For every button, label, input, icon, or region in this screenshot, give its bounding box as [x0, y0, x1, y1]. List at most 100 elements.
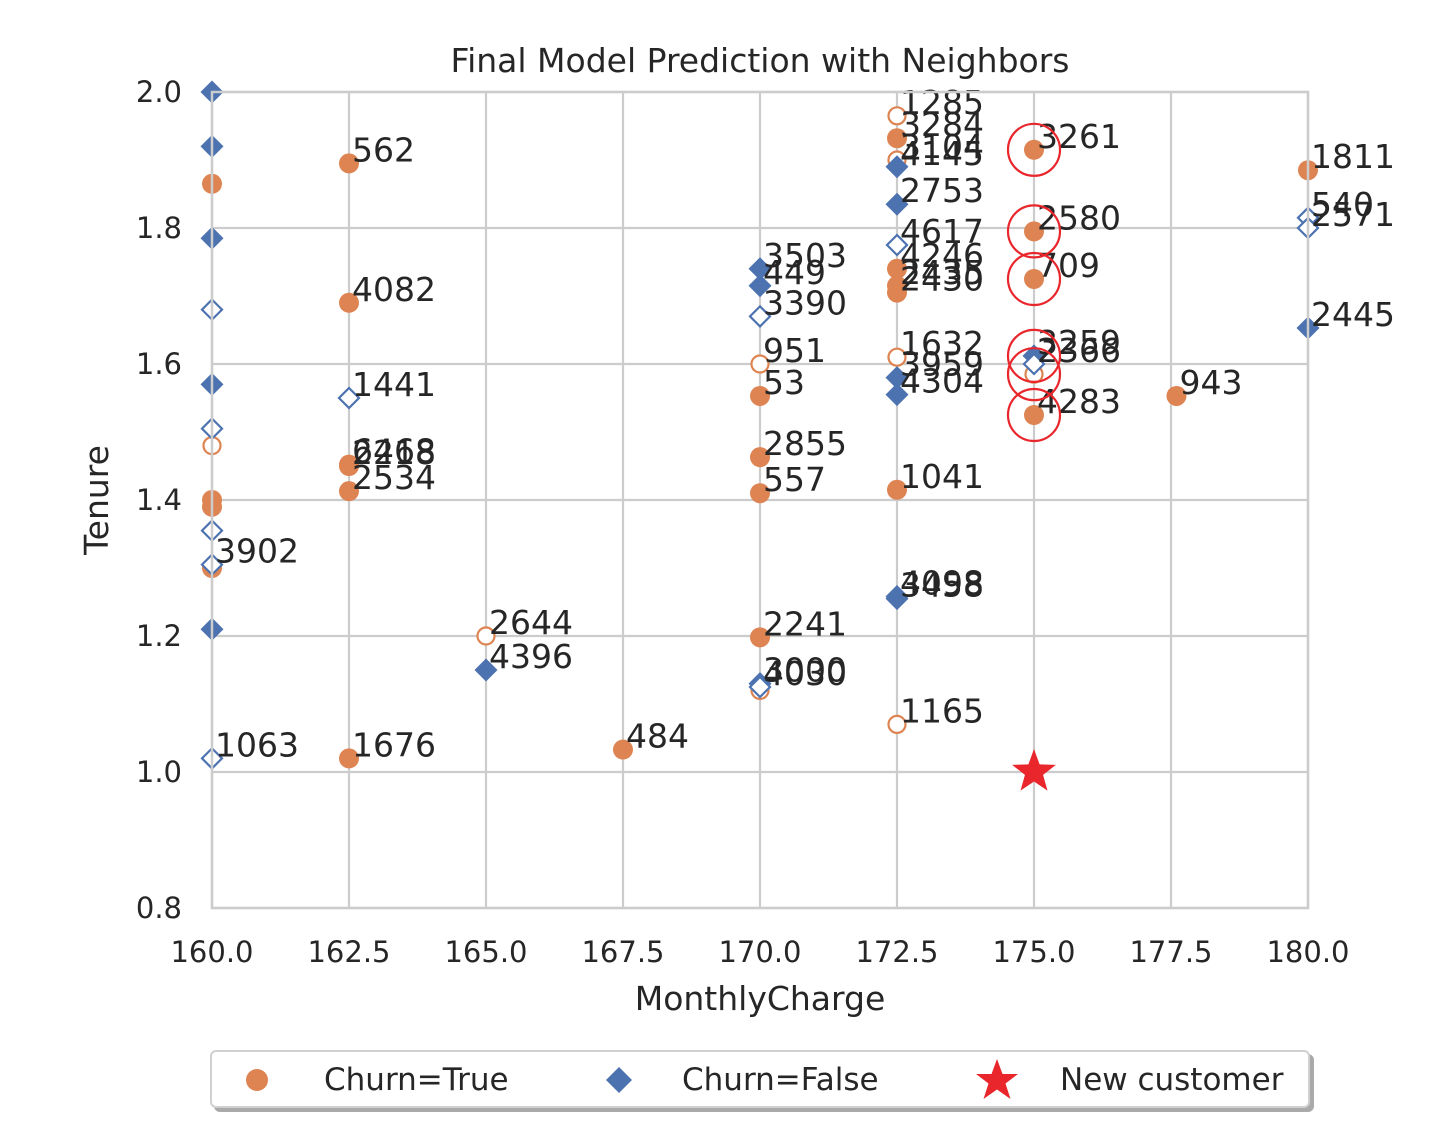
legend-label-new-customer: New customer	[1060, 1062, 1284, 1098]
point-label: 4030	[763, 654, 847, 693]
point-label: 4283	[1037, 382, 1121, 421]
y-tick-label: 0.8	[136, 891, 182, 925]
x-axis-label: MonthlyCharge	[635, 979, 886, 1018]
point-label: 1441	[352, 365, 436, 404]
point-label: 4082	[352, 270, 436, 309]
point-label: 4145	[900, 134, 984, 173]
point-label: 2855	[763, 424, 847, 463]
churn-true-point	[750, 447, 770, 468]
point-label: 1063	[215, 725, 299, 764]
churn-true-point	[1024, 405, 1044, 425]
churn-false-point	[885, 155, 909, 179]
churn-true-point	[1024, 139, 1044, 160]
x-tick-label: 165.0	[444, 935, 527, 969]
churn-true-point	[887, 479, 907, 500]
point-label: 540	[1311, 185, 1374, 224]
point-label: 3104	[900, 127, 984, 166]
churn-false-point	[885, 383, 909, 407]
point-label: 2753	[900, 171, 984, 210]
point-label: 1285	[900, 83, 984, 122]
y-tick-label: 1.6	[136, 347, 182, 381]
churn-true-point	[887, 714, 907, 735]
churn-true-point	[750, 483, 770, 504]
churn-true-point	[887, 347, 907, 367]
legend-item-churn-false: Churn=False	[604, 1060, 879, 1100]
circle-marker-icon	[246, 1069, 268, 1091]
point-label: 1811	[1311, 137, 1395, 176]
point-label: 53	[763, 363, 805, 402]
scatter-chart: Final Model Prediction with Neighbors 16…	[77, 41, 1395, 1018]
point-label: 449	[763, 253, 826, 292]
point-label: 951	[763, 331, 826, 370]
churn-false-point	[885, 192, 909, 216]
point-label: 2435	[900, 253, 984, 292]
x-tick-label: 167.5	[581, 935, 664, 969]
point-label: 2218	[352, 433, 436, 472]
churn-true-point	[339, 748, 359, 769]
x-tick-label: 177.5	[1129, 935, 1212, 969]
point-label: 4396	[489, 637, 573, 676]
plot-frame	[210, 90, 1310, 910]
churn-false-point	[885, 233, 909, 257]
point-label: 709	[1037, 246, 1100, 285]
churn-true-point	[887, 128, 907, 149]
churn-true-point	[339, 454, 359, 475]
point-label: 1632	[900, 324, 984, 363]
churn-true-point	[750, 627, 770, 648]
churn-true-point	[339, 481, 359, 502]
y-tick-label: 1.2	[136, 619, 182, 653]
churn-true-point	[887, 106, 907, 126]
diamond-marker-icon	[606, 1067, 632, 1093]
neighbor-rings	[1006, 122, 1062, 443]
new-customer-star	[1012, 749, 1056, 791]
y-tick-label: 1.0	[136, 755, 182, 789]
point-label: 3000	[763, 651, 847, 690]
plot-area	[200, 80, 1320, 770]
x-tick-label: 175.0	[992, 935, 1075, 969]
point-label: 3959	[900, 345, 984, 384]
churn-true-point	[339, 292, 359, 313]
neighbor-ring	[1006, 328, 1062, 383]
x-tick-label: 160.0	[170, 935, 253, 969]
new-customer-marker	[1012, 749, 1056, 791]
point-label: 4246	[900, 236, 984, 275]
point-label: 3503	[763, 236, 847, 275]
neighbor-ring	[1006, 122, 1062, 177]
churn-true-point	[613, 739, 633, 760]
churn-false-point	[748, 675, 772, 699]
x-tick-label: 180.0	[1266, 935, 1349, 969]
churn-true-point	[750, 385, 770, 406]
point-label: 4098	[900, 564, 984, 603]
point-label: 2430	[900, 260, 984, 299]
point-label: 2241	[763, 604, 847, 643]
point-label: 562	[352, 130, 415, 169]
churn-false-point	[474, 658, 498, 682]
churn-true-point	[339, 153, 359, 174]
y-tick-label: 1.8	[136, 211, 182, 245]
point-label: 3261	[1037, 117, 1121, 156]
churn-false-point	[337, 386, 361, 410]
churn-true-point	[750, 354, 770, 374]
y-axis-label: Tenure	[77, 445, 116, 556]
churn-false-point	[748, 304, 772, 328]
x-tick-label: 172.5	[855, 935, 938, 969]
star-marker-icon	[976, 1059, 1018, 1099]
churn-false-point	[748, 257, 772, 281]
chart-title: Final Model Prediction with Neighbors	[451, 41, 1070, 80]
point-label: 3390	[763, 283, 847, 322]
point-label: 484	[626, 717, 689, 756]
churn-false-point	[885, 587, 909, 611]
churn-true-point	[1024, 269, 1044, 289]
tick-labels: 160.0 162.5 165.0 167.5 170.0 172.5 175.0 177.5…	[136, 75, 1350, 969]
neighbor-ring	[1006, 204, 1062, 259]
point-label: 2644	[489, 603, 573, 642]
point-label: 2534	[352, 458, 436, 497]
churn-false-point	[885, 366, 909, 390]
y-tick-label: 2.0	[136, 75, 182, 109]
point-label: 4617	[900, 212, 984, 251]
legend: Churn=True Churn=False New customer	[210, 1050, 1310, 1108]
point-label: 6468	[352, 432, 436, 471]
churn-false-point	[748, 274, 772, 298]
point-label: 1676	[352, 725, 436, 764]
